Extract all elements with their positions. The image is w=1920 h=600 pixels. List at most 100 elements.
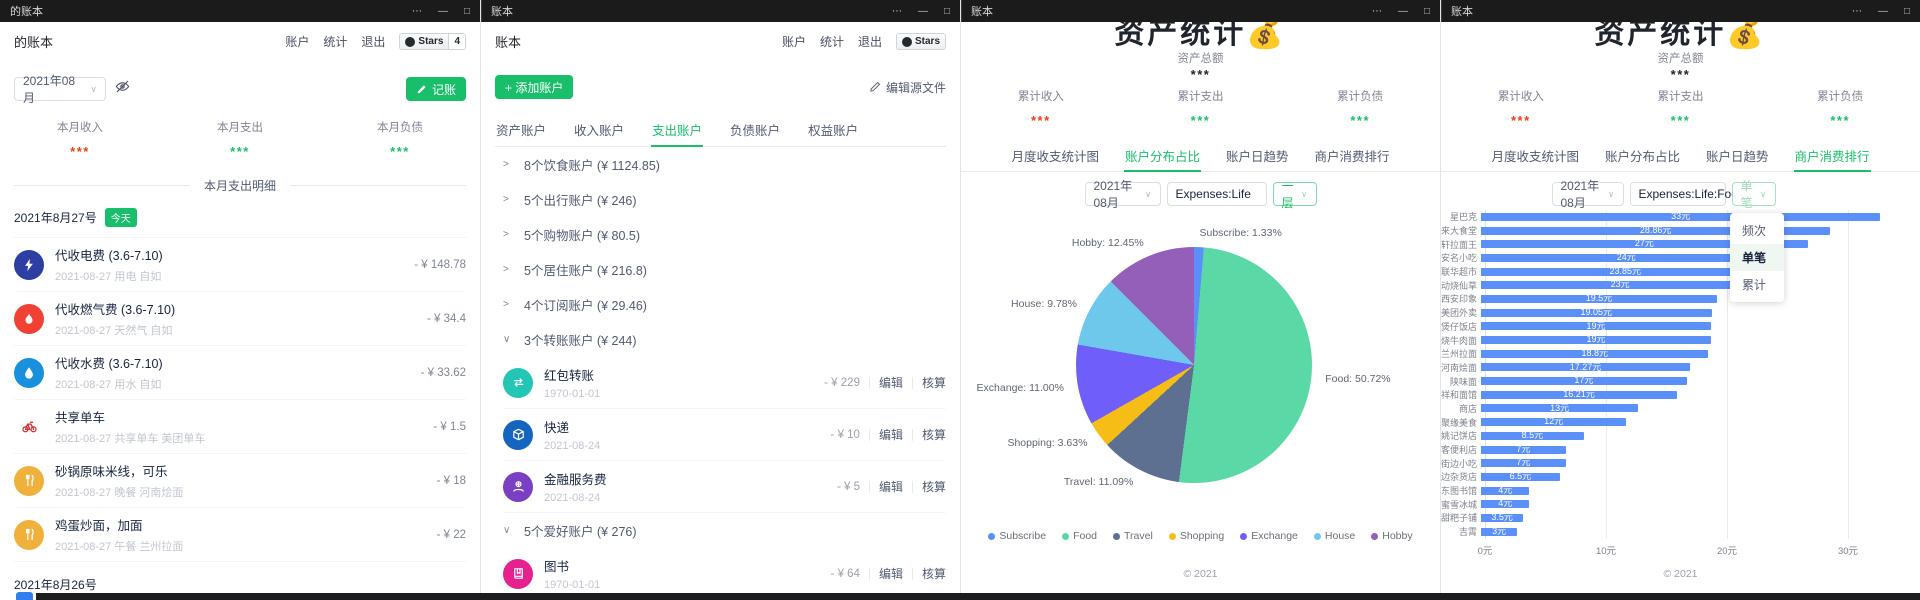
legend-item-Food[interactable]: Food: [1062, 530, 1097, 542]
stat-累计负债: 累计负债 ***: [1280, 88, 1440, 128]
edit-link[interactable]: 编辑: [878, 376, 903, 390]
legend-item-House[interactable]: House: [1313, 530, 1356, 542]
date-text: 2021年8月26号: [14, 578, 97, 592]
tab-资产账户[interactable]: 资产账户: [496, 124, 547, 138]
nav-link[interactable]: 退出: [857, 35, 882, 49]
legend-label: House: [1324, 530, 1356, 542]
github-stars-badge[interactable]: Stars: [895, 33, 946, 50]
nav-link[interactable]: 账户: [781, 35, 806, 49]
account-group-header[interactable]: >8个饮食账户 (¥ 1124.85): [481, 147, 960, 182]
window-menu-icon[interactable]: ⋯: [1371, 5, 1382, 17]
month-select[interactable]: 2021年08月 ∨: [1084, 179, 1161, 210]
nav-link[interactable]: 退出: [361, 35, 386, 49]
bar: [1481, 349, 1709, 358]
record-button[interactable]: 记账: [405, 77, 466, 101]
tab-负债账户[interactable]: 负债账户: [730, 124, 781, 138]
pie-chart-area: Subscribe: 1.33% Food: 50.72% Travel: 11.0…: [961, 22, 1440, 600]
date-header: 2021年8月27号 今天: [14, 208, 466, 238]
month-select[interactable]: 2021年08月 ∨: [14, 74, 106, 105]
account-group-header[interactable]: ∨ 5个爱好账户 (¥ 276): [481, 513, 960, 548]
tab-权益账户[interactable]: 权益账户: [808, 124, 859, 138]
hide-amounts-icon[interactable]: [115, 79, 130, 99]
tab-账户分布占比[interactable]: 账户分布占比: [1604, 150, 1680, 164]
bar-value-label: 19.05元: [1580, 306, 1613, 317]
menu-item-频次[interactable]: 频次: [1742, 224, 1767, 238]
legend-item-Exchange[interactable]: Exchange: [1240, 530, 1298, 542]
bar: [1481, 281, 1760, 290]
separator: [911, 480, 913, 493]
month-select[interactable]: 2021年08月 ∨: [1551, 179, 1624, 210]
filter-input[interactable]: Expenses:Life:Food: [1629, 182, 1745, 206]
waterdrop-icon: [14, 357, 44, 388]
nav-link[interactable]: 账户: [285, 35, 310, 49]
record-button-label: 记账: [431, 82, 456, 97]
window-maximize-icon[interactable]: □: [943, 5, 950, 17]
menu-item-累计[interactable]: 累计: [1742, 278, 1767, 292]
tab-账户日趋势[interactable]: 账户日趋势: [1226, 150, 1289, 164]
edit-link[interactable]: 编辑: [878, 428, 903, 442]
mode-select[interactable]: 单笔 ∨: [1731, 179, 1776, 210]
taskbar-app-icon[interactable]: [16, 592, 33, 600]
account-row: 红包转账 1970-01-01 - ¥ 229 编辑 核算: [503, 357, 946, 409]
bar-row: 商店 13元: [1441, 402, 1914, 416]
window-menu-icon[interactable]: ⋯: [411, 5, 422, 17]
tab-账户分布占比[interactable]: 账户分布占比: [1123, 140, 1202, 172]
stat-value: ***: [390, 144, 410, 159]
tab-收入账户[interactable]: 收入账户: [574, 124, 625, 138]
legend-item-Travel[interactable]: Travel: [1113, 530, 1153, 542]
nav-link[interactable]: 统计: [323, 35, 348, 49]
window-minimize-icon[interactable]: —: [917, 5, 928, 17]
stat-累计收入: 累计收入 ***: [961, 88, 1121, 128]
bar-row: 兰州拉面 18.8元: [1441, 347, 1914, 361]
audit-link[interactable]: 核算: [921, 480, 946, 494]
window-menu-icon[interactable]: ⋯: [891, 5, 902, 17]
transaction-main: 鸡蛋炒面，加面 2021-08-27 午餐 兰州拉面: [55, 515, 426, 554]
audit-link[interactable]: 核算: [921, 428, 946, 442]
tab-商户消费排行[interactable]: 商户消费排行: [1793, 140, 1871, 172]
audit-link[interactable]: 核算: [921, 567, 946, 581]
bar-category-label: 街边杂货店: [1441, 472, 1477, 483]
edit-source-link[interactable]: 编辑源文件: [869, 79, 946, 96]
edit-link[interactable]: 编辑: [878, 567, 903, 581]
titlebar: 账本 ⋯ — □: [1441, 0, 1920, 22]
bar-category-label: 好味来大食堂: [1441, 226, 1477, 237]
window-maximize-icon[interactable]: □: [1423, 5, 1430, 17]
account-group-header[interactable]: >5个出行账户 (¥ 246): [481, 182, 960, 217]
account-group-header[interactable]: ∨ 3个转账账户 (¥ 244): [481, 322, 960, 357]
menu-item-单笔[interactable]: 单笔: [1730, 244, 1784, 271]
bar-category-label: 街边小吃: [1441, 458, 1477, 469]
tab-支出账户[interactable]: 支出账户: [651, 113, 704, 147]
window-minimize-icon[interactable]: —: [1397, 5, 1408, 17]
monthly-page: 的账本 账户 统计 退出 Stars 4 2021年08月 ∨ 记账 本月收入: [0, 22, 480, 600]
account-group-header[interactable]: >4个订阅账户 (¥ 29.46): [481, 287, 960, 322]
level-select[interactable]: 一层 ∨: [1272, 179, 1317, 210]
legend-item-Shopping[interactable]: Shopping: [1168, 530, 1224, 542]
bar: [1481, 390, 1678, 399]
add-account-button[interactable]: + 添加账户: [495, 75, 574, 99]
filter-input[interactable]: Expenses:Life: [1166, 182, 1267, 206]
tab-账户日趋势[interactable]: 账户日趋势: [1706, 150, 1769, 164]
account-row: 快递 2021-08-24 - ¥ 10 编辑 核算: [503, 409, 946, 461]
audit-link[interactable]: 核算: [921, 376, 946, 390]
legend-item-Hobby[interactable]: Hobby: [1371, 530, 1413, 542]
window-maximize-icon[interactable]: □: [1903, 5, 1910, 17]
bar: [1481, 226, 1831, 235]
legend-item-Subscribe[interactable]: Subscribe: [988, 530, 1046, 542]
account-group-label: 5个购物账户 (¥ 80.5): [524, 229, 641, 243]
pie-chart[interactable]: [1076, 247, 1312, 483]
github-stars-badge[interactable]: Stars 4: [399, 33, 466, 50]
tab-月度收支统计图[interactable]: 月度收支统计图: [1491, 150, 1579, 164]
edit-link[interactable]: 编辑: [878, 480, 903, 494]
window-menu-icon[interactable]: ⋯: [1851, 5, 1862, 17]
tab-月度收支统计图[interactable]: 月度收支统计图: [1011, 150, 1099, 164]
window-maximize-icon[interactable]: □: [463, 5, 470, 17]
account-group-header[interactable]: >5个居住账户 (¥ 216.8): [481, 252, 960, 287]
window-minimize-icon[interactable]: —: [1877, 5, 1888, 17]
account-group-header[interactable]: >5个购物账户 (¥ 80.5): [481, 217, 960, 252]
nav-link[interactable]: 统计: [819, 35, 844, 49]
window-minimize-icon[interactable]: —: [437, 5, 448, 17]
bar-category-label: 西安印象: [1441, 294, 1477, 305]
tab-商户消费排行[interactable]: 商户消费排行: [1314, 150, 1390, 164]
transaction-title: 砂锅原味米线，可乐: [55, 465, 168, 479]
